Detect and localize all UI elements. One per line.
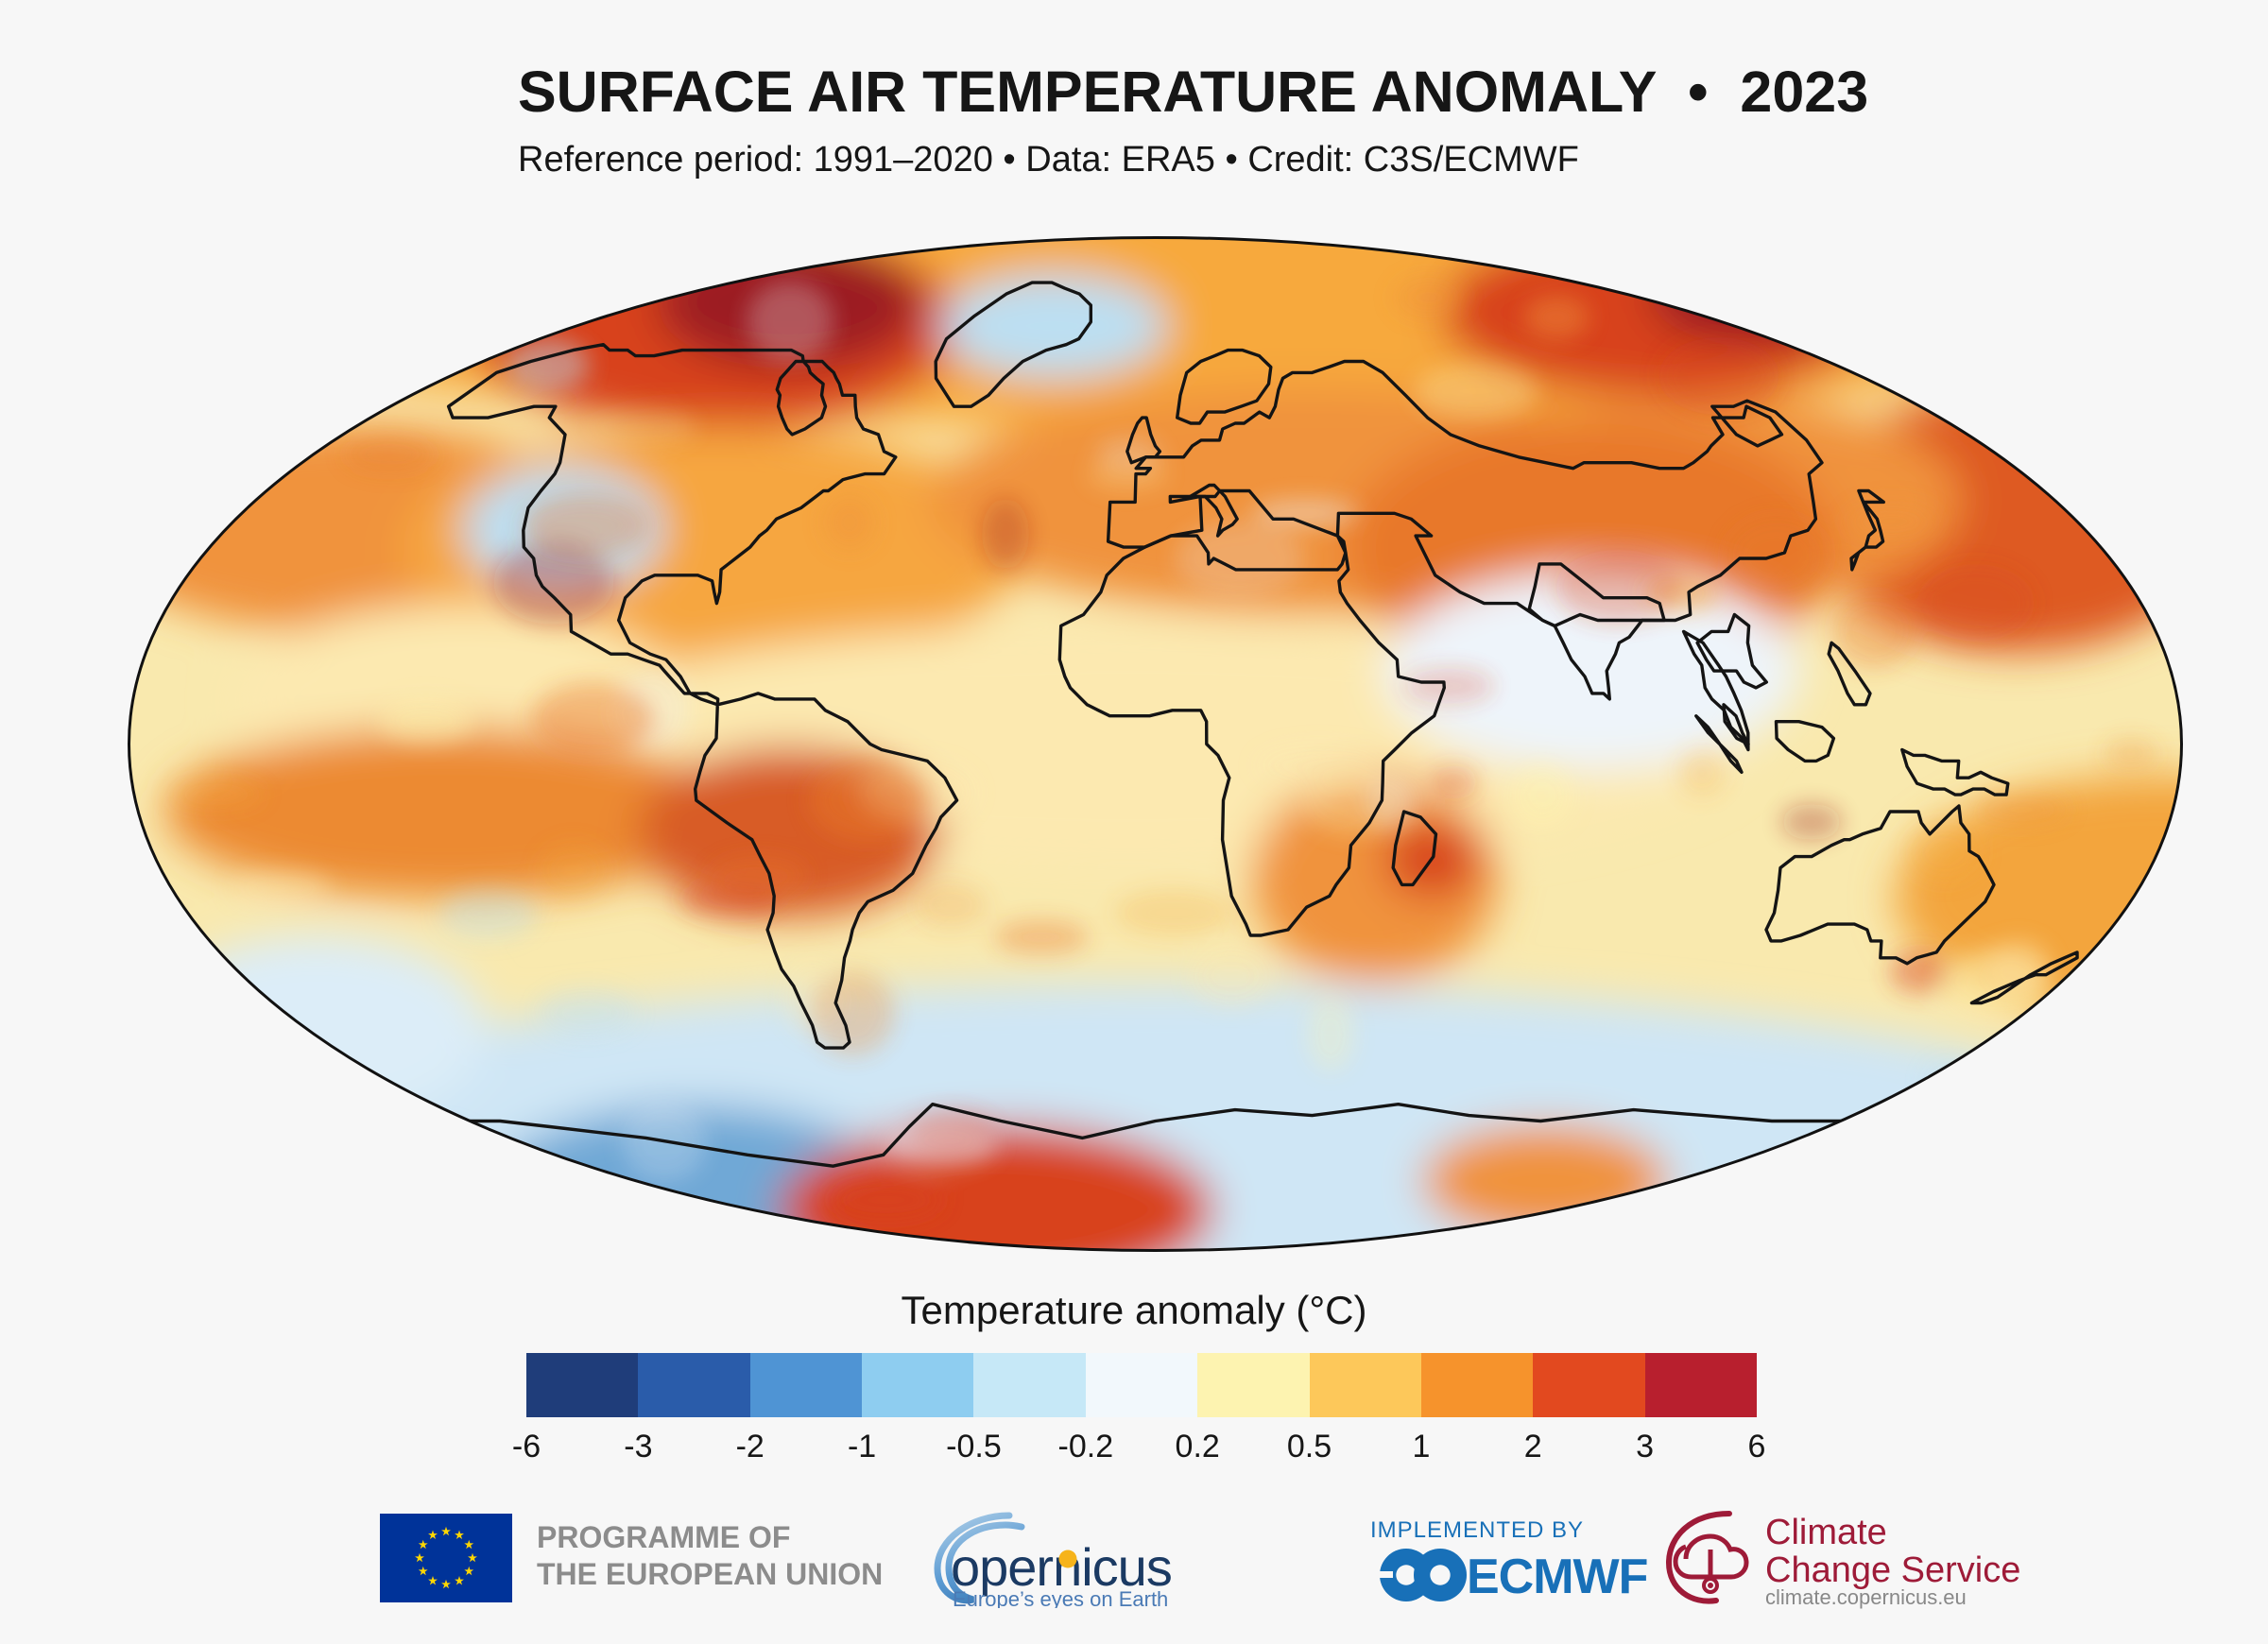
svg-text:Europe’s eyes on Earth: Europe’s eyes on Earth (953, 1587, 1168, 1608)
svg-text:ECMWF: ECMWF (1467, 1550, 1647, 1604)
svg-text:climate.copernicus.eu: climate.copernicus.eu (1765, 1585, 1967, 1609)
svg-text:Change Service: Change Service (1765, 1550, 2020, 1590)
svg-text:Climate: Climate (1765, 1513, 1887, 1552)
